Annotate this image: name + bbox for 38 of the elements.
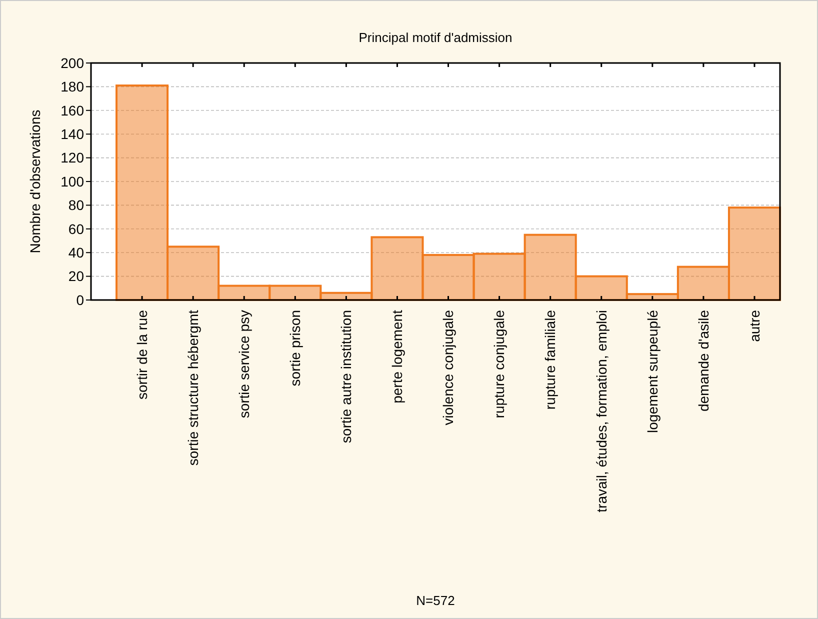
x-tick-label: logement surpeuplé [644, 310, 660, 433]
y-tick-label: 160 [60, 102, 84, 118]
x-tick-label: rupture conjugale [491, 310, 508, 418]
x-tick-label: sortie prison [287, 310, 304, 386]
x-tick-label: perte logement [389, 310, 406, 404]
chart-title: Principal motif d'admission [358, 30, 512, 45]
x-tick-label: autre [746, 310, 762, 342]
bar [676, 266, 730, 301]
bar [116, 84, 169, 301]
x-tick-label: rupture familiale [542, 310, 558, 410]
x-tick-label: demande d'asile [695, 310, 712, 412]
y-axis-title: Nombre d'observations [27, 110, 43, 254]
bar [524, 234, 577, 301]
x-tick-label: travail, études, formation, emploi [593, 310, 610, 512]
bar [422, 254, 475, 301]
y-tick-label: 120 [60, 150, 84, 166]
bar [218, 284, 271, 301]
text: N=572 [416, 593, 455, 608]
y-tick-label: 100 [60, 173, 84, 190]
y-tick-label: 0 [76, 292, 84, 308]
y-tick-label: 40 [68, 244, 84, 260]
y-tick-label: 180 [60, 78, 84, 95]
bar [728, 206, 781, 301]
y-tick-label: 140 [60, 126, 84, 142]
bar [574, 275, 628, 301]
x-tick-label: violence conjugale [440, 310, 456, 426]
y-tick-label: 60 [68, 220, 84, 237]
bar [370, 236, 424, 301]
y-tick-label: 80 [68, 197, 84, 214]
x-tick-label: sortie structure hébergmt [184, 310, 201, 466]
y-tick-label: 200 [60, 54, 84, 71]
x-tick-label: sortie autre institution [338, 310, 354, 444]
bar [472, 252, 526, 301]
bar [166, 246, 220, 301]
y-tick-label: 20 [68, 268, 84, 284]
x-tick-label: sortie service psy [236, 310, 252, 418]
bar [268, 284, 322, 301]
x-tick-label: sortir de la rue [134, 310, 150, 400]
